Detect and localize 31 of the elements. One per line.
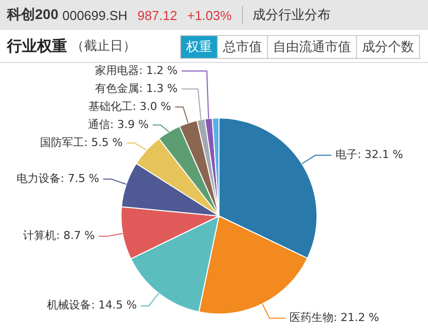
text: 000699.SH — [62, 8, 128, 22]
text: +1.03% — [187, 8, 232, 22]
data-label: : 14.5 % — [91, 298, 137, 312]
data-label: : 3.0 % — [132, 100, 172, 113]
data-label: : 1.2 % — [138, 64, 178, 77]
slice-label: 机械设备 — [47, 298, 92, 312]
data-label: : 7.5 % — [60, 172, 100, 185]
slice-label: 家用电器 — [94, 64, 139, 77]
text: 成分行业分布 — [242, 6, 331, 24]
text: 权重 — [181, 36, 217, 58]
slice-label: 计算机 — [23, 229, 56, 242]
text: 成分个数 — [356, 36, 419, 58]
data-label: : 5.5 % — [84, 136, 123, 149]
text: 总市值 — [217, 36, 267, 58]
slice-label: 国防军工 — [40, 136, 84, 149]
slice-label: 通信 — [88, 118, 110, 131]
text: 987.12 — [137, 8, 178, 22]
slice-label: 医药生物 — [289, 311, 334, 324]
data-label: : 8.7 % — [56, 229, 95, 242]
data-label: : 21.2 % — [333, 311, 380, 324]
slice-label: 电子 — [335, 148, 358, 162]
text: 自由流通市值 — [267, 36, 356, 58]
chart-title: 行业权重 — [7, 36, 67, 56]
data-label: : 1.3 % — [138, 82, 178, 95]
chart-subtitle: （截止日） — [71, 37, 136, 55]
slice-label: 电力设备 — [16, 172, 60, 185]
data-label: : 32.1 % — [357, 148, 404, 162]
slice-label: 有色金属 — [94, 82, 139, 95]
data-label: : 3.9 % — [110, 118, 149, 131]
text: 科创200 — [7, 6, 58, 24]
slice-label: 基础化工 — [88, 100, 132, 113]
